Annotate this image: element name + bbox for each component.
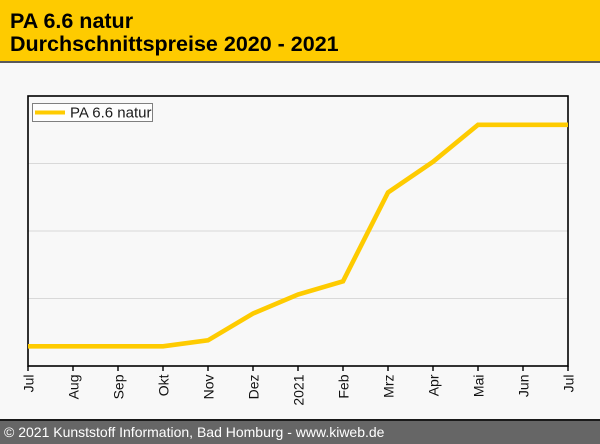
svg-text:PA 6.6 natur: PA 6.6 natur [70, 105, 151, 122]
svg-text:2021: 2021 [291, 374, 307, 405]
svg-text:Jun: Jun [516, 375, 532, 398]
svg-text:Jul: Jul [561, 375, 577, 393]
svg-text:Okt: Okt [156, 374, 172, 396]
svg-text:Dez: Dez [246, 375, 262, 400]
svg-text:Sep: Sep [111, 374, 127, 399]
svg-text:Mai: Mai [471, 375, 487, 398]
svg-text:Feb: Feb [336, 374, 352, 398]
svg-text:Jul: Jul [21, 375, 37, 393]
svg-text:Aug: Aug [66, 375, 82, 400]
svg-text:Apr: Apr [426, 374, 442, 396]
svg-text:Nov: Nov [201, 375, 217, 400]
svg-text:Mrz: Mrz [381, 375, 397, 398]
